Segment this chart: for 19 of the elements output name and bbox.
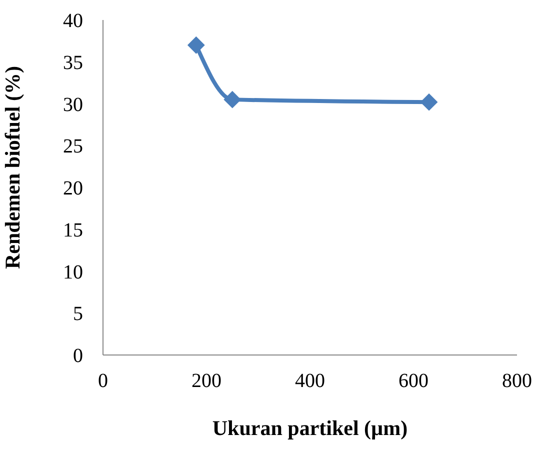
y-tick-label: 0	[73, 345, 83, 368]
y-tick-label: 20	[63, 178, 83, 200]
x-tick-label: 0	[98, 370, 108, 392]
x-tick-label: 400	[295, 370, 325, 392]
y-tick-label: 40	[63, 10, 83, 32]
x-tick-label: 600	[398, 370, 428, 392]
y-axis-title: Rendemen biofuel (%)	[0, 66, 24, 269]
point	[420, 94, 438, 111]
point	[188, 36, 205, 54]
y-tick-label: 35	[63, 52, 83, 74]
y-tick-label: 5	[73, 303, 83, 326]
x-axis-title: Ukuran partikel (µm)	[212, 416, 408, 440]
y-tick-label: 10	[63, 261, 83, 284]
y-tick-label: 25	[63, 136, 83, 158]
point	[224, 91, 241, 108]
x-tick-label: 200	[192, 370, 222, 392]
y-tick-label: 15	[63, 219, 83, 242]
x-tick-label: 800	[502, 370, 532, 392]
y-tick-label: 30	[63, 94, 83, 116]
